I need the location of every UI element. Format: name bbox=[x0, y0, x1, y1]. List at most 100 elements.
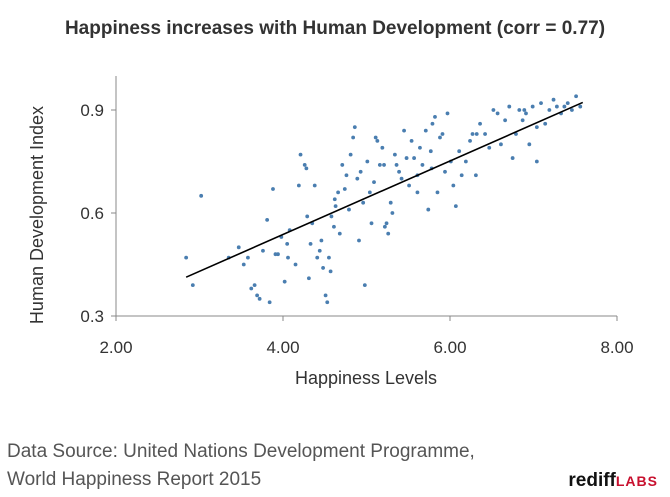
data-point bbox=[399, 176, 404, 181]
data-point bbox=[517, 108, 522, 112]
data-point bbox=[474, 132, 479, 136]
data-point bbox=[302, 163, 307, 167]
data-point bbox=[344, 173, 349, 178]
data-point bbox=[382, 163, 386, 167]
data-point bbox=[433, 114, 437, 119]
data-point bbox=[520, 118, 525, 123]
data-point bbox=[554, 104, 559, 109]
data-point bbox=[539, 101, 543, 106]
data-point bbox=[315, 255, 320, 260]
data-point bbox=[372, 180, 376, 185]
data-source-line-1: Data Source: United Nations Development … bbox=[7, 441, 475, 462]
data-point bbox=[445, 111, 450, 116]
data-point bbox=[347, 207, 351, 212]
data-point bbox=[483, 132, 487, 136]
data-point bbox=[487, 145, 492, 150]
data-point bbox=[551, 97, 556, 102]
data-point bbox=[430, 121, 435, 126]
x-tick-label: 2.00 bbox=[99, 338, 132, 357]
data-point bbox=[468, 139, 472, 143]
data-point bbox=[352, 125, 357, 130]
data-point bbox=[257, 296, 262, 301]
data-point bbox=[435, 190, 440, 195]
data-point bbox=[524, 111, 528, 116]
data-point bbox=[317, 248, 322, 253]
data-point bbox=[570, 108, 574, 112]
data-point bbox=[332, 224, 336, 229]
data-point bbox=[375, 139, 380, 143]
data-point bbox=[369, 221, 374, 226]
data-point bbox=[404, 156, 409, 160]
x-tick-label: 6.00 bbox=[433, 338, 466, 357]
data-point bbox=[388, 200, 393, 205]
y-tick-label: 0.3 bbox=[80, 307, 104, 326]
data-point bbox=[443, 169, 447, 174]
data-point bbox=[190, 283, 195, 287]
data-point bbox=[304, 166, 309, 171]
brand-logo: rediffLABS bbox=[568, 470, 658, 492]
data-point bbox=[574, 94, 578, 99]
data-point bbox=[392, 152, 397, 157]
data-point bbox=[361, 200, 366, 205]
data-point bbox=[325, 300, 330, 305]
data-point bbox=[286, 255, 290, 260]
x-tick-label: 8.00 bbox=[600, 338, 633, 357]
data-point bbox=[323, 293, 328, 298]
data-point bbox=[420, 163, 425, 167]
data-point bbox=[265, 217, 270, 222]
data-point bbox=[534, 159, 539, 164]
data-point bbox=[362, 283, 367, 287]
data-point bbox=[510, 156, 515, 160]
data-points bbox=[184, 94, 583, 305]
data-point bbox=[241, 262, 246, 267]
data-point bbox=[428, 149, 433, 154]
data-point bbox=[298, 152, 303, 157]
data-source-line-2: World Happiness Report 2015 bbox=[7, 469, 262, 490]
data-point bbox=[562, 104, 567, 109]
data-point bbox=[503, 118, 508, 123]
data-point bbox=[296, 183, 301, 188]
data-point bbox=[351, 135, 356, 140]
data-point bbox=[522, 108, 527, 112]
data-point bbox=[249, 286, 254, 291]
data-point bbox=[377, 163, 382, 167]
data-point bbox=[342, 187, 347, 191]
data-point bbox=[327, 255, 331, 260]
data-point bbox=[499, 142, 503, 147]
data-point bbox=[384, 221, 389, 226]
data-point bbox=[565, 101, 570, 106]
data-point bbox=[373, 135, 378, 140]
data-point bbox=[328, 269, 333, 274]
data-point bbox=[390, 211, 395, 215]
data-point bbox=[397, 169, 401, 174]
data-point bbox=[357, 238, 361, 243]
data-point bbox=[355, 176, 360, 181]
data-point bbox=[348, 152, 353, 157]
data-point bbox=[184, 255, 189, 260]
data-point bbox=[451, 183, 456, 188]
data-point bbox=[337, 231, 342, 236]
data-point bbox=[329, 214, 334, 219]
y-tick-label: 0.9 bbox=[80, 101, 104, 120]
data-point bbox=[236, 245, 241, 250]
data-point bbox=[282, 279, 287, 284]
data-point bbox=[255, 293, 260, 298]
data-point bbox=[312, 183, 317, 188]
data-point bbox=[365, 159, 370, 164]
data-point bbox=[507, 104, 512, 109]
data-point bbox=[261, 248, 265, 253]
data-point bbox=[293, 262, 298, 267]
y-axis-title: Human Development Index bbox=[27, 106, 47, 324]
data-point bbox=[321, 266, 325, 270]
data-point bbox=[409, 139, 414, 143]
x-axis-title: Happiness Levels bbox=[295, 368, 437, 388]
data-point bbox=[407, 183, 411, 188]
data-point bbox=[336, 190, 341, 195]
brand-labs: LABS bbox=[615, 473, 658, 489]
data-point bbox=[418, 145, 422, 150]
y-axis-ticks: 0.3 0.6 0.9 bbox=[80, 101, 116, 326]
data-point bbox=[305, 214, 310, 219]
data-point bbox=[547, 108, 552, 112]
data-point bbox=[457, 149, 462, 154]
